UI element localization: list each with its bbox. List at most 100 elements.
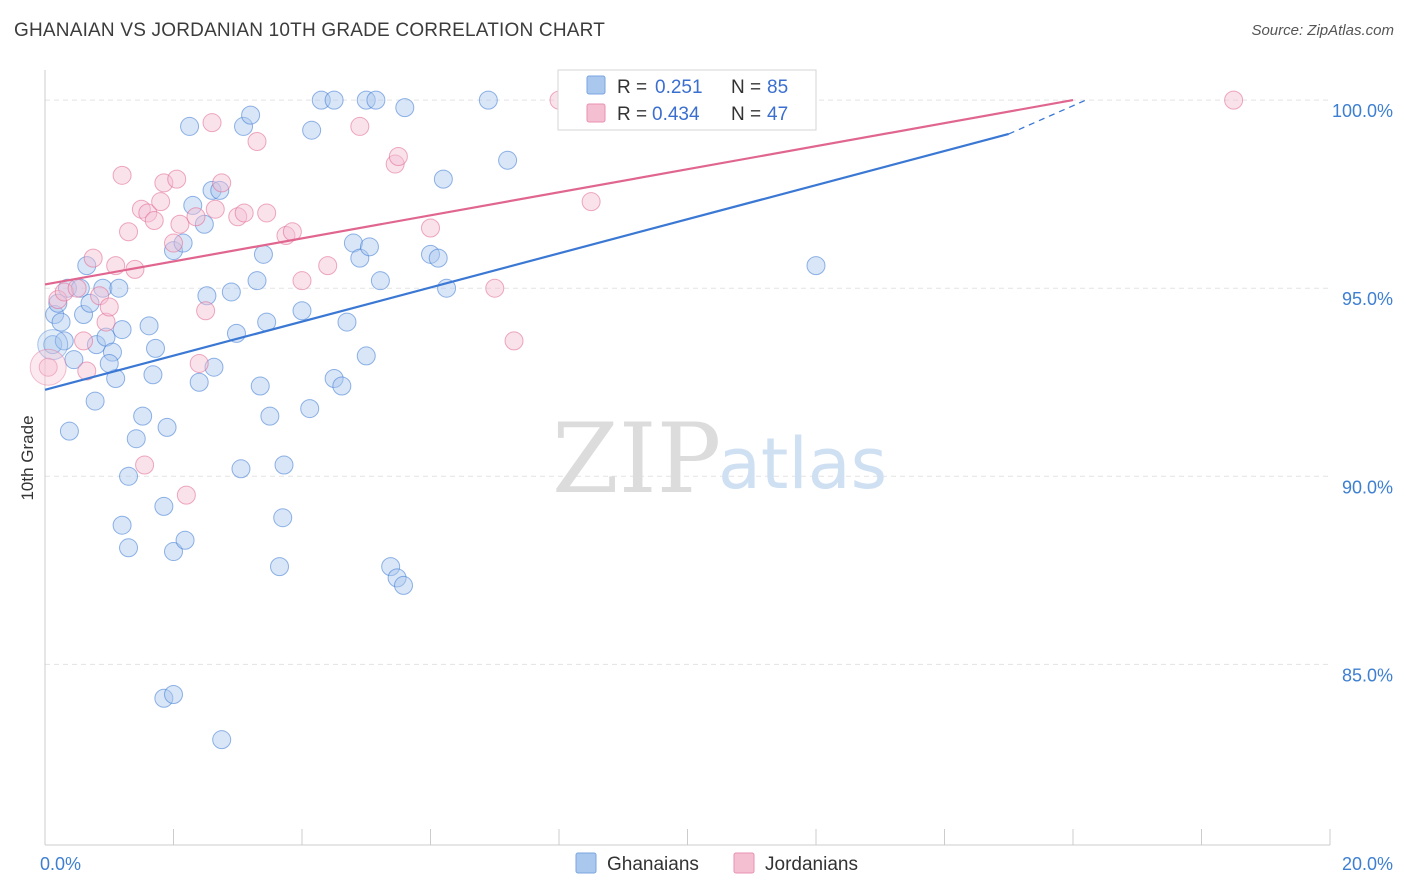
- ghanaians-point-42: [231, 459, 251, 479]
- legend-box: R = 0.251 N = 85 R = 0.434 N = 47: [557, 69, 817, 131]
- jordanians-point-8: [96, 312, 116, 332]
- ghanaians-point-51: [273, 508, 293, 528]
- ghanaians-point-40: [221, 282, 241, 302]
- jordanians-point-14: [131, 199, 151, 219]
- jordanians-point-4: [74, 331, 94, 351]
- ghanaians-point-4: [54, 331, 74, 351]
- y-tick-label-1: 95.0%: [1342, 289, 1393, 309]
- ghanaians-point-64: [359, 237, 379, 257]
- ghanaians-point-11: [86, 335, 106, 355]
- ghanaians-trend-line: [44, 132, 1010, 391]
- ghanaians-point-53: [292, 301, 312, 321]
- ghanaians-point-83: [164, 241, 183, 261]
- jordanians-trend-line: [44, 99, 1074, 286]
- ghanaians-point-80: [164, 685, 183, 705]
- ghanaians-point-14: [102, 342, 122, 362]
- jordanians-point-45: [1224, 90, 1244, 110]
- ghanaians-point-52: [270, 557, 290, 577]
- ghanaians-points: [37, 90, 826, 750]
- jordanians-point-46: [135, 455, 155, 475]
- jordanians-point-3: [67, 278, 87, 298]
- jordanians-point-9: [99, 297, 119, 317]
- legend-n-label-blue: N =: [731, 77, 761, 98]
- jordanians-point-31: [247, 131, 267, 151]
- jordanians-point-20: [167, 169, 187, 189]
- ghanaians-point-49: [260, 406, 280, 426]
- legend-r-label-pink: R =: [617, 104, 647, 125]
- jordanians-point-39: [388, 147, 408, 167]
- jordanians-point-22: [176, 485, 196, 505]
- ghanaians-point-9: [77, 256, 97, 276]
- ghanaians-point-57: [324, 90, 344, 110]
- jordanians-point-24: [189, 353, 209, 373]
- ghanaians-point-8: [74, 305, 94, 325]
- ghanaians-point-60: [337, 312, 357, 332]
- ghanaians-point-35: [194, 214, 214, 234]
- ghanaians-point-19: [85, 391, 105, 411]
- ghanaians-point-79: [154, 688, 174, 708]
- ghanaians-point-10: [80, 293, 100, 313]
- y-tick-label-3: 85.0%: [1342, 665, 1393, 685]
- ghanaians-point-29: [175, 530, 195, 550]
- ghanaians-point-69: [387, 568, 407, 588]
- x-tick-labels: 0.0% 20.0%: [40, 854, 1393, 874]
- ghanaians-point-0: [43, 335, 63, 355]
- ghanaians-point-84: [173, 233, 193, 253]
- jordanians-point-26: [202, 113, 222, 133]
- ghanaians-point-44: [241, 105, 261, 125]
- ghanaians-point-67: [370, 271, 390, 291]
- y-tick-label-0: 100.0%: [1332, 101, 1393, 121]
- jordanians-point-2: [54, 282, 74, 302]
- trend-lines: [44, 99, 1087, 391]
- ghanaians-point-82: [99, 353, 119, 373]
- ghanaians-point-3: [51, 312, 71, 332]
- jordanians-point-35: [292, 271, 312, 291]
- ghanaians-point-71: [395, 98, 415, 118]
- ghanaians-point-54: [300, 399, 320, 419]
- jordanians-point-1: [48, 289, 68, 309]
- ghanaians-point-37: [202, 180, 222, 200]
- ghanaians-point-50: [274, 455, 294, 475]
- ghanaians-point-47: [253, 244, 273, 264]
- legend-r-label-blue: R =: [617, 77, 647, 98]
- jordanians-point-44: [581, 192, 601, 212]
- jordanians-point-41: [485, 278, 505, 298]
- grid-lines: [45, 99, 1330, 665]
- ghanaians-trend-extension: [1008, 99, 1087, 135]
- ghanaians-point-18: [59, 421, 79, 441]
- ghanaians-point-32: [180, 116, 200, 136]
- bottom-legend-swatch-ghanaians: [575, 852, 597, 874]
- jordanians-point-16: [144, 210, 164, 230]
- legend-n-value-pink: 47: [767, 104, 788, 125]
- jordanians-point-40: [421, 218, 440, 238]
- ghanaians-point-39: [210, 180, 230, 200]
- legend-n-value-blue: 85: [767, 77, 788, 98]
- jordanians-point-17: [151, 192, 171, 212]
- watermark: ZIP atlas: [552, 403, 887, 515]
- bottom-legend-jordanians: Jordanians: [765, 854, 858, 875]
- jordanians-point-6: [83, 248, 103, 268]
- jordanians-point-0: [38, 357, 58, 377]
- y-tick-labels: 100.0% 95.0% 90.0% 85.0%: [1332, 101, 1393, 685]
- ghanaians-point-65: [356, 90, 376, 110]
- jordanians-point-25: [196, 301, 216, 321]
- y-axis-label: 10th Grade: [18, 415, 37, 500]
- jordanians-point-11: [112, 165, 132, 185]
- ghanaians-point-17: [112, 320, 132, 340]
- ghanaians-point-58: [324, 368, 344, 388]
- ghanaians-point-36: [197, 286, 217, 306]
- chart-source: Source: ZipAtlas.com: [1251, 22, 1394, 39]
- legend-swatch-blue: [586, 75, 606, 95]
- jordanians-point-42: [504, 331, 524, 351]
- watermark-zip: ZIP: [552, 403, 721, 515]
- ghanaians-point-78: [806, 256, 826, 276]
- jordanians-point-32: [257, 203, 277, 223]
- ghanaians-point-74: [433, 169, 453, 189]
- x-tick-label-1: 20.0%: [1342, 854, 1393, 874]
- legend-swatch-pink: [586, 103, 606, 123]
- ghanaians-point-33: [183, 195, 203, 215]
- jordanians-point-29: [228, 207, 248, 227]
- ghanaians-point-70: [394, 575, 414, 595]
- jordanians-point-23: [186, 207, 206, 227]
